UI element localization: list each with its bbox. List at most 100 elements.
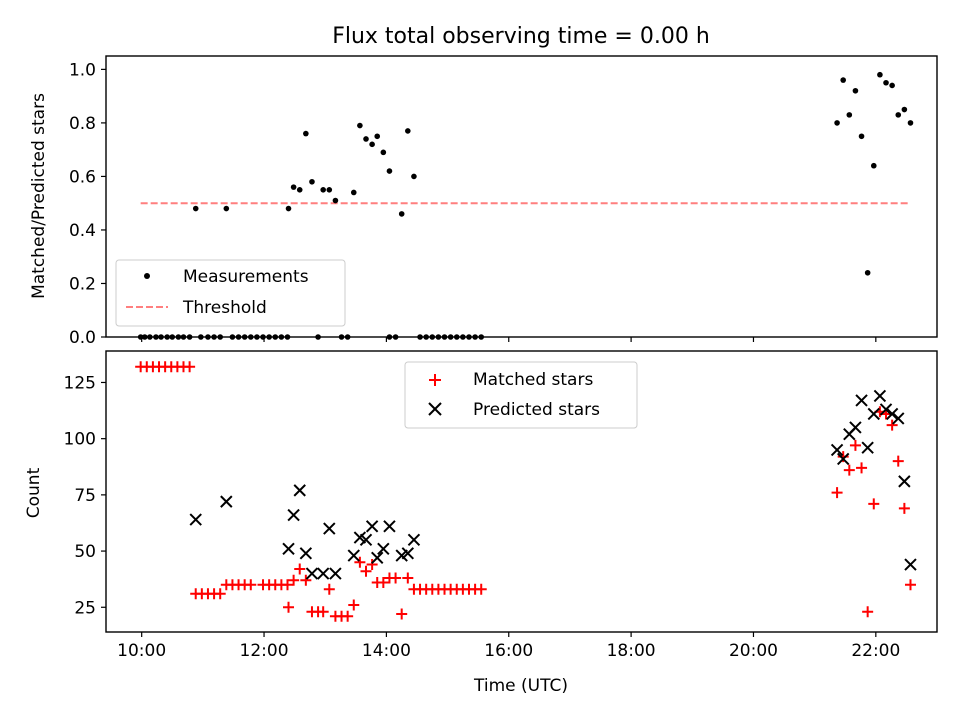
matched-star-point	[214, 588, 226, 600]
legend-label-predicted: Predicted stars	[473, 400, 600, 420]
x-tick-label: 14:00	[362, 641, 411, 661]
measurement-point	[411, 173, 417, 180]
matched-star-point	[294, 563, 306, 575]
measurement-point	[453, 334, 460, 340]
bottom-y-tick-label: 100	[64, 430, 96, 450]
predicted-star-point	[830, 443, 844, 457]
measurement-point	[141, 334, 148, 340]
predicted-star-point	[401, 547, 415, 560]
predicted-star-point	[287, 508, 300, 522]
bottom-y-tick-label: 75	[74, 486, 96, 506]
measurement-point	[217, 334, 223, 340]
measurement-point	[338, 334, 345, 340]
measurement-point	[846, 112, 853, 118]
bottom-y-tick-label: 50	[74, 542, 96, 562]
measurement-point	[278, 334, 285, 340]
legend-marker-matched	[429, 374, 441, 386]
predicted-star-point	[855, 394, 868, 407]
matched-star-point	[283, 601, 295, 613]
matched-star-point	[856, 462, 868, 474]
measurement-point	[260, 334, 266, 340]
measurement-point	[363, 136, 369, 142]
measurement-point	[235, 334, 242, 340]
measurement-point	[369, 141, 375, 148]
top-y-tick-label: 0.0	[69, 328, 96, 348]
matched-star-point	[402, 572, 414, 584]
measurement-point	[447, 334, 454, 340]
measurement-point	[435, 334, 442, 340]
matched-star-point	[475, 583, 487, 595]
measurement-point	[284, 334, 291, 340]
predicted-star-point	[316, 567, 330, 580]
measurement-point	[466, 334, 472, 340]
measurement-point	[429, 334, 436, 340]
top-y-tick-label: 0.6	[69, 167, 96, 187]
measurement-point	[247, 334, 254, 340]
matched-star-point	[862, 606, 874, 618]
measurement-point	[357, 122, 363, 129]
measurement-point	[158, 334, 164, 340]
predicted-star-point	[371, 551, 384, 565]
measurement-point	[417, 334, 423, 340]
predicted-star-point	[849, 421, 862, 434]
x-tick-label: 20:00	[729, 641, 778, 661]
measurement-point	[175, 334, 182, 340]
measurement-point	[332, 197, 339, 204]
x-tick-label: 10:00	[117, 641, 166, 661]
legend-label-matched: Matched stars	[473, 370, 593, 390]
measurement-point	[864, 269, 871, 276]
measurement-point	[858, 133, 865, 140]
predicted-star-point	[365, 520, 379, 533]
matched-star-point	[317, 606, 329, 618]
top-legend: Measurements Threshold	[115, 259, 346, 327]
measurement-point	[883, 79, 889, 86]
matched-star-point	[281, 579, 293, 591]
bottom-y-axis-label: Count	[24, 467, 44, 518]
matched-star-point	[348, 599, 360, 611]
matched-star-point	[245, 579, 257, 591]
predicted-star-point	[359, 533, 373, 547]
matched-star-point	[868, 498, 880, 510]
measurement-point	[320, 187, 326, 193]
measurement-point	[186, 334, 193, 340]
x-tick-label: 22:00	[851, 641, 900, 661]
predicted-star-point	[282, 542, 295, 556]
legend-marker-predicted	[428, 402, 442, 416]
predicted-star-point	[220, 495, 233, 508]
measurement-point	[344, 334, 351, 340]
predicted-star-point	[329, 567, 342, 580]
predicted-star-point	[377, 542, 390, 556]
predicted-star-point	[189, 513, 202, 526]
top-y-axis-label: Matched/Predicted stars	[29, 93, 49, 299]
matched-star-point	[892, 455, 904, 467]
predicted-star-point	[383, 520, 396, 533]
predicted-star-point	[407, 533, 421, 547]
measurement-point	[326, 187, 333, 193]
matched-star-point	[837, 451, 849, 463]
predicted-star-point	[836, 452, 850, 466]
measurement-point	[147, 334, 153, 340]
predicted-star-point	[879, 403, 893, 416]
measurement-point	[285, 205, 292, 212]
measurement-point	[266, 334, 272, 340]
measurement-point	[198, 334, 204, 340]
matched-star-point	[886, 419, 898, 431]
predicted-star-point	[861, 441, 874, 454]
matched-star-point	[904, 579, 916, 591]
measurement-point	[877, 71, 883, 78]
measurement-point	[272, 334, 279, 340]
measurement-point	[441, 334, 448, 340]
top-y-tick-label: 0.4	[69, 221, 96, 241]
matched-star-point	[354, 556, 366, 568]
measurement-point	[398, 211, 405, 217]
matched-star-point	[288, 574, 300, 586]
predicted-star-point	[323, 522, 336, 535]
matched-star-point	[184, 361, 196, 373]
measurement-point	[386, 334, 393, 340]
measurement-point	[309, 178, 315, 185]
predicted-star-point	[305, 567, 319, 580]
measurement-point	[241, 334, 248, 340]
measurement-point	[315, 334, 321, 340]
top-y-tick-label: 0.8	[69, 114, 96, 134]
x-tick-label: 16:00	[484, 641, 533, 661]
